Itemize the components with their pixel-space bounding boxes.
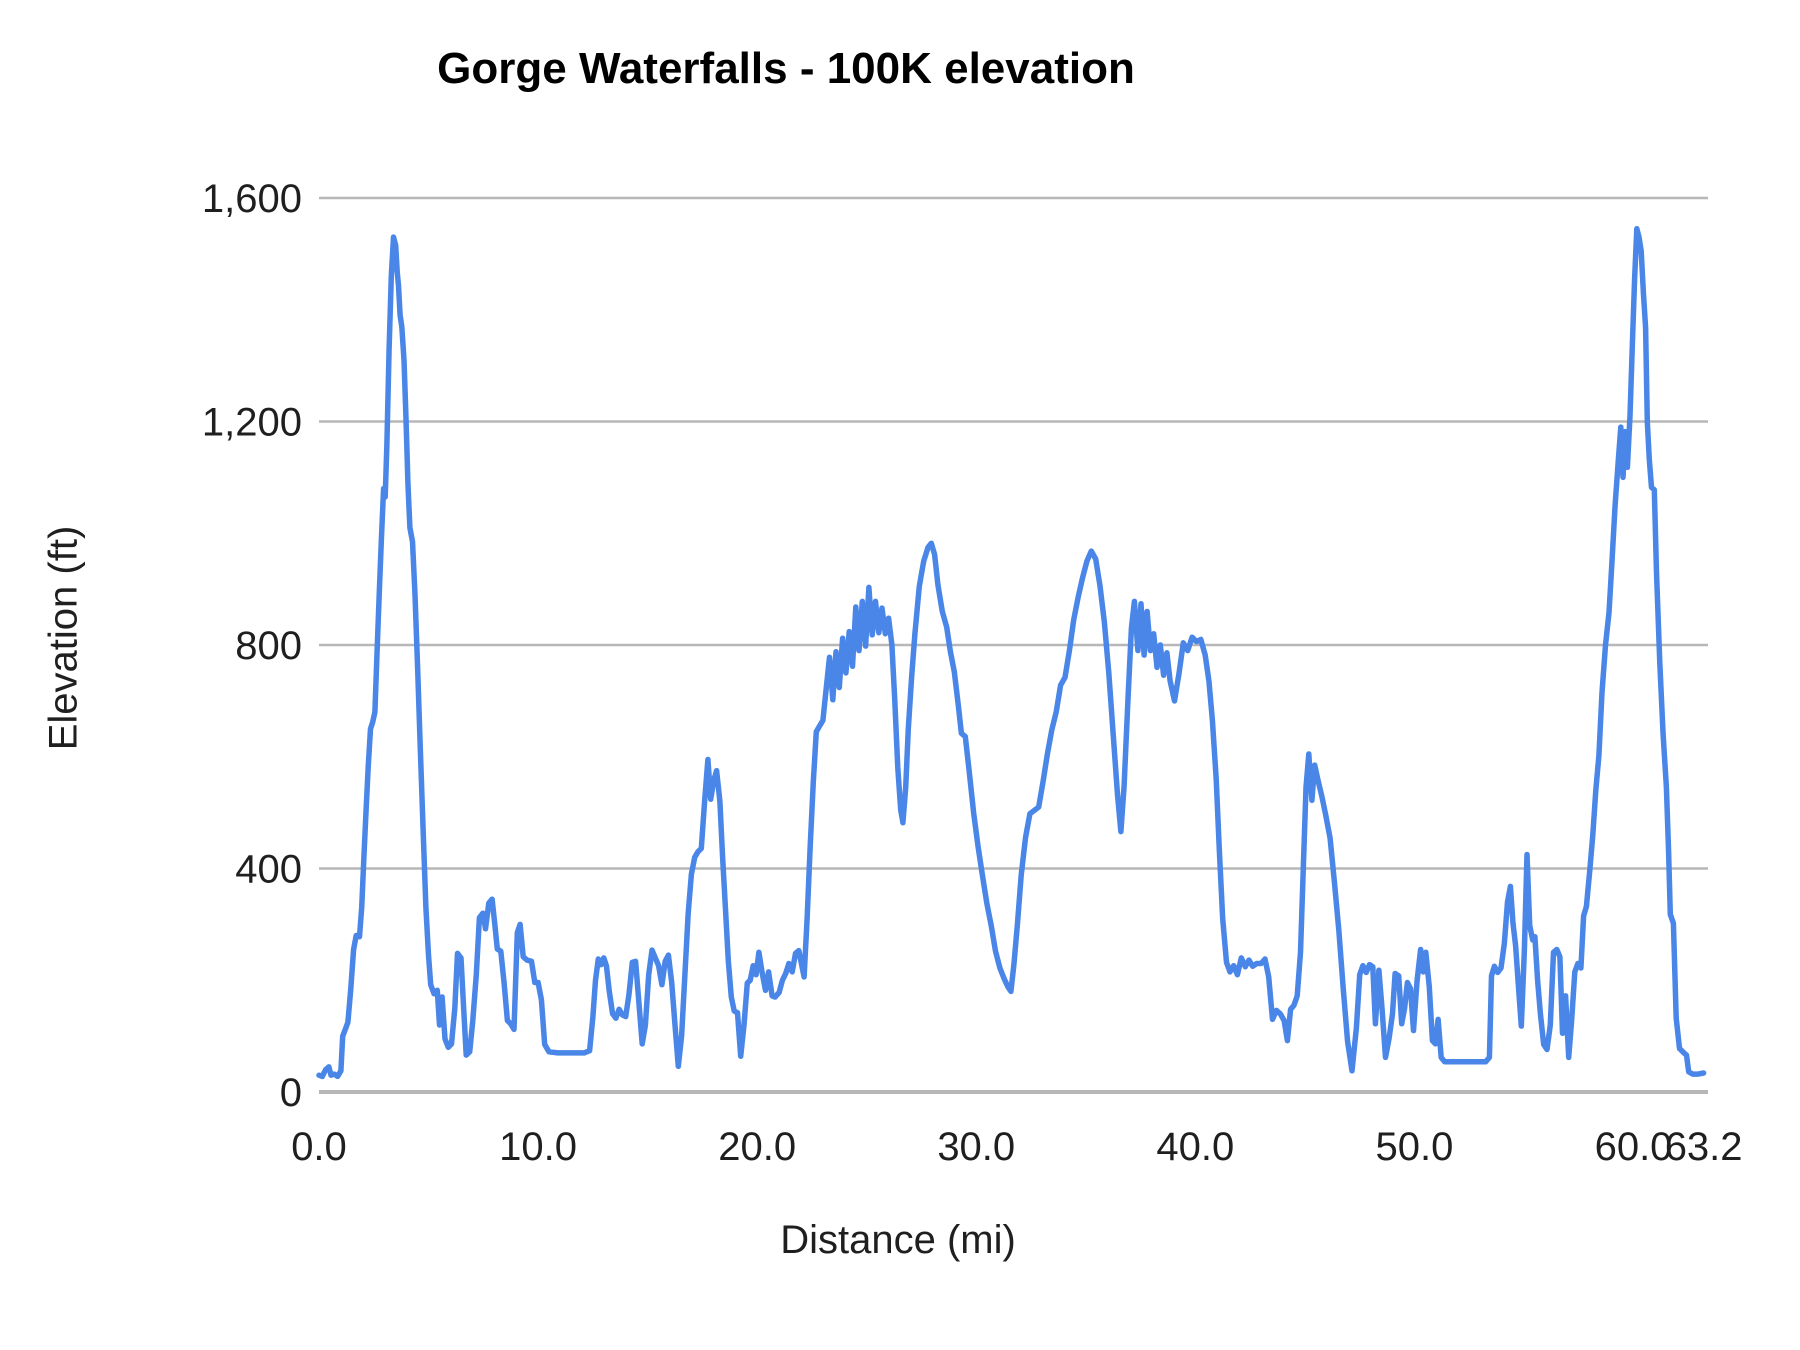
x-tick-label: 10.0 [499, 1125, 577, 1169]
y-tick-label: 400 [235, 848, 302, 892]
x-tick-label: 63.2 [1665, 1125, 1743, 1169]
x-tick-label: 50.0 [1375, 1125, 1453, 1169]
x-tick-label: 60.0 [1595, 1125, 1673, 1169]
y-tick-label: 0 [280, 1071, 302, 1115]
y-tick-label: 1,200 [202, 401, 302, 445]
elevation-line [316, 225, 1707, 1080]
x-tick-label: 0.0 [291, 1125, 347, 1169]
x-tick-label: 20.0 [718, 1125, 796, 1169]
y-tick-label: 800 [235, 624, 302, 668]
x-tick-label: 40.0 [1156, 1125, 1234, 1169]
x-tick-label: 30.0 [937, 1125, 1015, 1169]
x-axis-title: Distance (mi) [780, 1218, 1016, 1262]
y-tick-label: 1,600 [202, 177, 302, 221]
chart-title: Gorge Waterfalls - 100K elevation [437, 44, 1135, 93]
